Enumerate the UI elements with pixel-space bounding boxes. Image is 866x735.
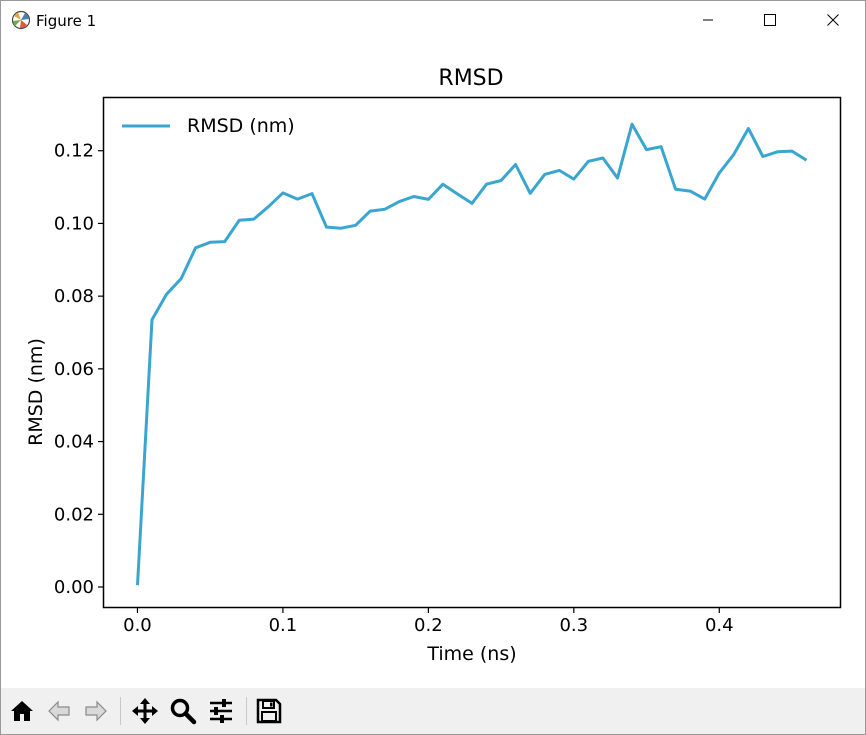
pan-button[interactable]: [129, 695, 161, 727]
zoom-button[interactable]: [167, 695, 199, 727]
plot-canvas[interactable]: RMSD RMSD (nm) Time (ns) 0.0 0.1 0.2 0.3 0.4…: [1, 39, 865, 687]
maximize-icon: [764, 14, 776, 26]
close-button[interactable]: [810, 1, 856, 39]
back-icon: [48, 700, 70, 722]
save-button[interactable]: [253, 695, 285, 727]
minimize-button[interactable]: [685, 1, 731, 39]
home-icon: [11, 701, 33, 721]
legend-label: RMSD (nm): [187, 115, 295, 137]
y-tick-label: 0.08: [54, 286, 94, 307]
window-title: Figure 1: [36, 12, 97, 30]
x-tick-label: 0.2: [414, 615, 443, 636]
toolbar-separator: [120, 697, 121, 725]
configure-subplots-button[interactable]: [205, 695, 237, 727]
series-line-rmsd: [136, 122, 808, 586]
x-tick-label: 0.1: [269, 615, 298, 636]
pan-icon: [132, 698, 158, 724]
toolbar-separator: [246, 697, 247, 725]
close-icon: [827, 14, 839, 26]
y-tick-label: 0.00: [54, 577, 94, 598]
home-button[interactable]: [6, 695, 38, 727]
y-tick-label: 0.10: [54, 213, 94, 234]
x-tick-label: 0.3: [559, 615, 588, 636]
matplotlib-app-icon: [11, 10, 31, 30]
y-axis-label: RMSD (nm): [25, 338, 47, 446]
y-tick-label: 0.04: [54, 432, 94, 453]
save-icon: [256, 698, 282, 724]
forward-button[interactable]: [80, 695, 112, 727]
x-tick-label: 0.0: [123, 615, 152, 636]
title-bar[interactable]: Figure 1: [1, 1, 865, 39]
minimize-icon: [703, 19, 713, 21]
zoom-icon: [170, 698, 197, 725]
maximize-button[interactable]: [747, 1, 793, 39]
forward-icon: [85, 700, 107, 722]
y-tick-label: 0.02: [54, 504, 94, 525]
chart-title: RMSD: [438, 66, 503, 91]
rmsd-chart[interactable]: RMSD RMSD (nm) Time (ns) 0.0 0.1 0.2 0.3 0.4…: [1, 39, 865, 687]
axes-frame: [102, 96, 842, 609]
x-axis-label: Time (ns): [426, 643, 516, 665]
legend: RMSD (nm): [122, 115, 295, 137]
y-tick-label: 0.06: [54, 359, 94, 380]
back-button[interactable]: [43, 695, 75, 727]
y-tick-label: 0.12: [54, 141, 94, 162]
configure-subplots-icon: [210, 699, 232, 723]
x-tick-label: 0.4: [705, 615, 734, 636]
navigation-toolbar: [1, 688, 865, 734]
